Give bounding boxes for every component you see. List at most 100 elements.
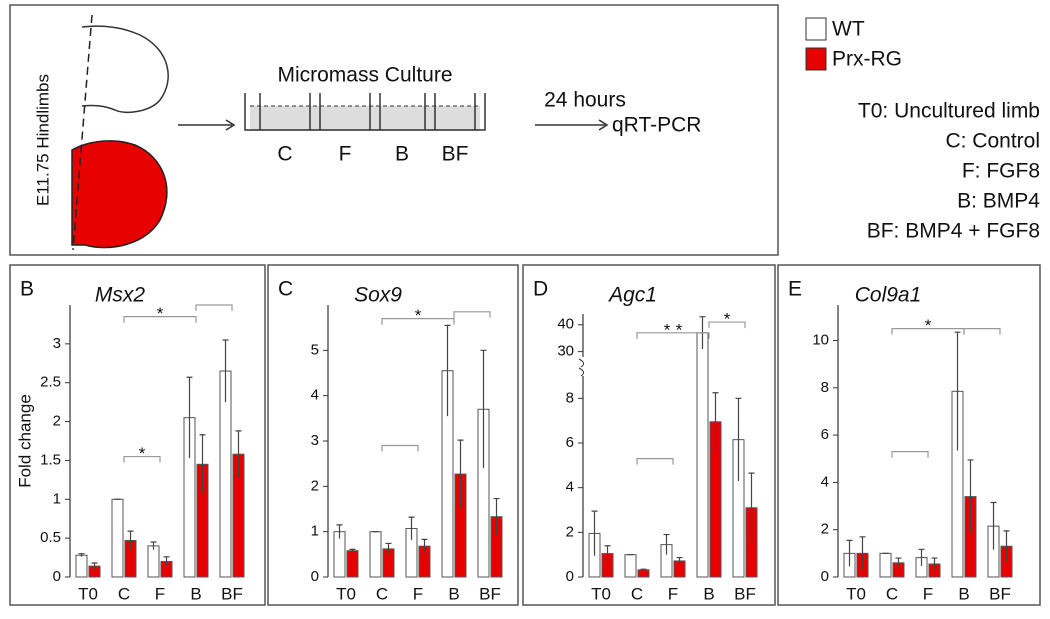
error-bar bbox=[1003, 530, 1010, 562]
significance-mark: * bbox=[676, 320, 683, 339]
x-tick-label: T0 bbox=[78, 584, 98, 603]
error-bar bbox=[349, 548, 356, 553]
significance-mark: * bbox=[157, 304, 164, 323]
panel-frame bbox=[777, 264, 1041, 606]
significance-bracket bbox=[381, 318, 455, 325]
panel-letter: D bbox=[533, 278, 548, 301]
bar bbox=[147, 545, 160, 578]
y-tick-label: 0 bbox=[821, 568, 829, 585]
time-label: 24 hours bbox=[544, 89, 626, 112]
panel-letter: C bbox=[278, 278, 293, 301]
y-tick-label: 4 bbox=[566, 479, 574, 496]
chart-title: Agc1 bbox=[607, 284, 657, 307]
error-bar bbox=[78, 553, 85, 557]
y-tick-label: 2 bbox=[821, 521, 829, 538]
panel-frame bbox=[522, 264, 776, 606]
error-bar bbox=[444, 324, 451, 417]
condition-key: C: Control bbox=[945, 130, 1040, 153]
error-bar bbox=[735, 397, 742, 481]
error-bar bbox=[990, 501, 997, 550]
error-bar bbox=[967, 459, 974, 534]
x-tick-label: F bbox=[668, 584, 678, 603]
well-label: B bbox=[395, 143, 409, 166]
y-tick-label: 2 bbox=[566, 523, 574, 540]
significance-bracket bbox=[453, 311, 491, 318]
chart-title: Msx2 bbox=[95, 284, 145, 307]
bar bbox=[879, 552, 892, 578]
y-tick-label: 3 bbox=[53, 335, 61, 352]
arrow-head bbox=[598, 119, 609, 131]
legend-label: Prx-RG bbox=[832, 48, 902, 71]
x-tick-label: T0 bbox=[846, 584, 866, 603]
error-bar bbox=[480, 349, 487, 469]
legend-swatch bbox=[805, 47, 827, 71]
culture-label: Micromass Culture bbox=[277, 64, 452, 87]
x-tick-label: B bbox=[190, 584, 201, 603]
y-tick-label: 0 bbox=[566, 568, 574, 585]
bar bbox=[111, 498, 124, 578]
significance-bracket bbox=[123, 455, 161, 463]
panel-frame bbox=[9, 264, 266, 606]
error-bar bbox=[859, 536, 866, 570]
y-tick-label: 40 bbox=[557, 316, 574, 333]
y-tick-label: 2 bbox=[53, 413, 61, 430]
condition-key: B: BMP4 bbox=[957, 190, 1040, 213]
error-bar bbox=[222, 339, 229, 403]
chart-title: Sox9 bbox=[354, 284, 402, 307]
x-tick-label: BF bbox=[221, 584, 243, 603]
assay-label: qRT-PCR bbox=[612, 114, 701, 137]
x-tick-label: B bbox=[703, 584, 714, 603]
significance-bracket bbox=[123, 316, 197, 323]
schematic bbox=[9, 4, 779, 256]
axis-break bbox=[578, 358, 585, 377]
x-tick-label: B bbox=[448, 584, 459, 603]
bar bbox=[75, 554, 88, 578]
error-bar bbox=[931, 557, 938, 570]
condition-key: F: FGF8 bbox=[962, 160, 1040, 183]
y-axis-label: Fold change bbox=[15, 394, 34, 488]
error-bar bbox=[604, 545, 611, 562]
y-tick-label: 10 bbox=[812, 331, 829, 348]
y-tick-label: 2 bbox=[311, 477, 319, 494]
error-bar bbox=[493, 497, 500, 535]
error-bar bbox=[408, 516, 415, 540]
bar bbox=[696, 332, 709, 578]
error-bar bbox=[846, 539, 853, 567]
wells bbox=[244, 93, 486, 131]
x-tick-label: BF bbox=[989, 584, 1011, 603]
error-bar bbox=[150, 541, 157, 550]
panel-letter: B bbox=[20, 278, 34, 301]
y-tick-label: 8 bbox=[566, 389, 574, 406]
error-bar bbox=[712, 392, 719, 451]
y-tick-label: 0 bbox=[53, 568, 61, 585]
x-tick-label: F bbox=[413, 584, 423, 603]
error-bar bbox=[676, 556, 683, 565]
x-tick-label: C bbox=[886, 584, 898, 603]
panel-letter: E bbox=[788, 278, 802, 301]
x-tick-label: T0 bbox=[336, 584, 356, 603]
legend-label: WT bbox=[832, 18, 865, 41]
y-tick-label: 6 bbox=[566, 434, 574, 451]
y-tick-label: 2.5 bbox=[40, 374, 61, 391]
y-tick-label: 5 bbox=[311, 341, 319, 358]
bar bbox=[637, 569, 650, 578]
error-bar bbox=[457, 439, 464, 509]
wt-limb bbox=[81, 25, 169, 113]
y-tick-label: 0 bbox=[311, 568, 319, 585]
error-bar bbox=[918, 548, 925, 566]
significance-bracket bbox=[636, 458, 674, 465]
error-bar bbox=[640, 568, 647, 571]
y-tick-label: 30 bbox=[557, 343, 574, 360]
error-bar bbox=[127, 530, 134, 550]
y-tick-label: 4 bbox=[821, 473, 829, 490]
significance-bracket bbox=[708, 321, 746, 329]
x-tick-label: T0 bbox=[591, 584, 611, 603]
error-bar bbox=[186, 376, 193, 459]
significance-mark: * bbox=[724, 310, 731, 329]
error-bar bbox=[591, 510, 598, 556]
error-bar bbox=[199, 434, 206, 494]
significance-bracket bbox=[381, 444, 419, 452]
error-bar bbox=[663, 533, 670, 555]
error-bar bbox=[91, 562, 98, 570]
